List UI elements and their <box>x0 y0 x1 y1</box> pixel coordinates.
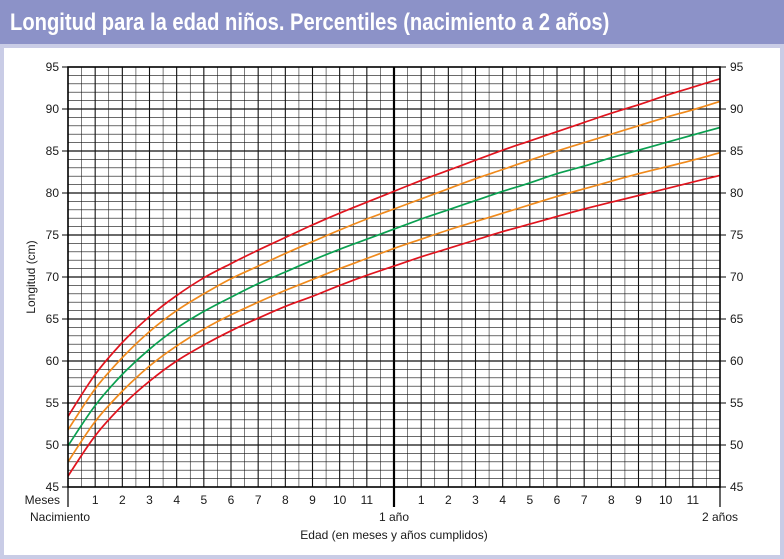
y-tick-label-right: 70 <box>730 270 744 284</box>
percentile-curve-1 <box>67 174 721 477</box>
y-tick-label-right: 50 <box>730 438 744 452</box>
header-bar: Longitud para la edad niños. Percentiles… <box>0 0 784 44</box>
y-tick-label-left: 75 <box>46 228 60 242</box>
x-year-label: 1 año <box>379 510 409 524</box>
grid <box>68 67 720 507</box>
y-tick-label-right: 80 <box>730 186 744 200</box>
y-tick-label-left: 60 <box>46 354 60 368</box>
x-month-label: 3 <box>146 493 153 507</box>
x-month-label: 10 <box>659 493 673 507</box>
months-label: Meses <box>25 493 60 507</box>
y-tick-label-left: 85 <box>46 144 60 158</box>
y-tick-label-right: 60 <box>730 354 744 368</box>
x-month-label: 4 <box>499 493 506 507</box>
x-month-label: 5 <box>200 493 207 507</box>
y-tick-label-right: 95 <box>730 60 744 74</box>
x-month-label: 8 <box>608 493 615 507</box>
x-month-label: 11 <box>361 493 374 507</box>
y-tick-label-right: 45 <box>730 480 744 494</box>
y-axis-label: Longitud (cm) <box>24 240 38 313</box>
y-tick-label-left: 45 <box>46 480 60 494</box>
percentile-curve-2 <box>67 151 721 463</box>
plot-frame <box>62 66 726 507</box>
x-month-label: 1 <box>92 493 99 507</box>
x-month-label: 8 <box>282 493 289 507</box>
percentile-curve-3 <box>67 126 721 447</box>
x-month-label: 2 <box>445 493 452 507</box>
x-month-label: 11 <box>687 493 700 507</box>
x-month-label: 6 <box>228 493 235 507</box>
x-month-label: 7 <box>255 493 262 507</box>
y-tick-label-right: 85 <box>730 144 744 158</box>
y-tick-label-right: 75 <box>730 228 744 242</box>
y-tick-label-left: 50 <box>46 438 60 452</box>
x-month-label: 3 <box>472 493 479 507</box>
y-tick-label-right: 90 <box>730 102 744 116</box>
x-month-label: 9 <box>635 493 642 507</box>
percentile-curve-5 <box>67 77 721 417</box>
y-tick-label-left: 80 <box>46 186 60 200</box>
x-year-label: 2 años <box>702 510 738 524</box>
x-month-label: 9 <box>309 493 316 507</box>
y-tick-label-left: 65 <box>46 312 60 326</box>
x-month-label: 1 <box>418 493 425 507</box>
x-year-label: Nacimiento <box>30 510 90 524</box>
y-tick-label-right: 55 <box>730 396 744 410</box>
y-tick-label-left: 95 <box>46 60 60 74</box>
x-month-label: 5 <box>526 493 533 507</box>
y-tick-label-right: 65 <box>730 312 744 326</box>
percentile-curves <box>67 77 721 477</box>
x-month-label: 6 <box>554 493 561 507</box>
x-month-label: 7 <box>581 493 588 507</box>
x-month-label: 10 <box>333 493 347 507</box>
x-month-label: 4 <box>173 493 180 507</box>
y-tick-label-left: 90 <box>46 102 60 116</box>
page-title: Longitud para la edad niños. Percentiles… <box>10 9 610 36</box>
x-month-label: 2 <box>119 493 126 507</box>
y-tick-label-left: 55 <box>46 396 60 410</box>
y-tick-label-left: 70 <box>46 270 60 284</box>
percentile-curve-4 <box>67 100 721 431</box>
x-axis-label: Edad (en meses y años cumplidos) <box>300 528 487 542</box>
chart-panel: 45 45 50 50 55 55 60 60 65 65 70 70 75 75 80 80 85 85 90 90… <box>4 48 780 555</box>
